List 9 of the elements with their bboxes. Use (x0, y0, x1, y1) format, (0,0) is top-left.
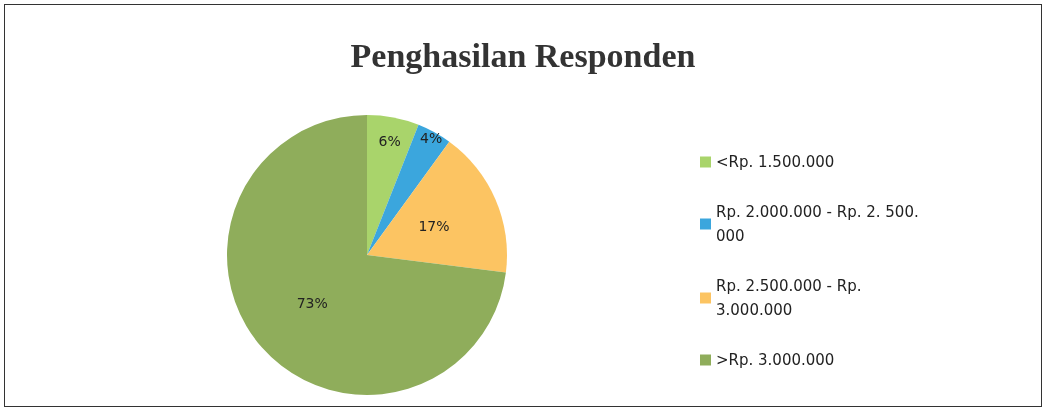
chart-title: Penghasilan Responden (350, 36, 696, 74)
data-label: 17% (418, 218, 450, 235)
data-label: 73% (296, 295, 328, 312)
legend-label: >Rp. 3.000.000 (716, 351, 835, 369)
data-label: 6% (378, 133, 401, 150)
legend-label: Rp. 2.500.000 - Rp. 3.000.000 (716, 277, 867, 319)
legend-label: <Rp. 1.500.000 (716, 153, 835, 171)
legend-label: Rp. 2.000.000 - Rp. 2. 500. 000 (716, 203, 924, 245)
data-label: 4% (420, 130, 443, 147)
